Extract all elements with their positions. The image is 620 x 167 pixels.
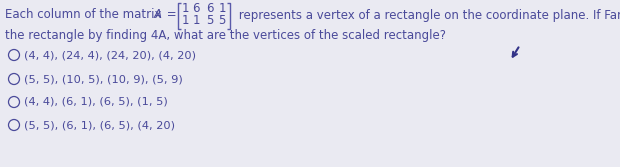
Text: 1: 1	[192, 15, 200, 28]
Text: (4, 4), (24, 4), (24, 20), (4, 20): (4, 4), (24, 4), (24, 20), (4, 20)	[25, 50, 197, 60]
Text: 6: 6	[192, 3, 200, 16]
Text: 5: 5	[218, 15, 226, 28]
Text: 1: 1	[181, 3, 188, 16]
Text: 6: 6	[206, 3, 214, 16]
Text: (4, 4), (6, 1), (6, 5), (1, 5): (4, 4), (6, 1), (6, 5), (1, 5)	[25, 97, 168, 107]
Text: (5, 5), (10, 5), (10, 9), (5, 9): (5, 5), (10, 5), (10, 9), (5, 9)	[25, 74, 184, 84]
Text: 5: 5	[206, 15, 214, 28]
Text: =: =	[163, 9, 177, 22]
Text: (5, 5), (6, 1), (6, 5), (4, 20): (5, 5), (6, 1), (6, 5), (4, 20)	[25, 120, 175, 130]
Text: 1: 1	[181, 15, 188, 28]
Text: 1: 1	[218, 3, 226, 16]
Text: represents a vertex of a rectangle on the coordinate plane. If Fan scales: represents a vertex of a rectangle on th…	[235, 9, 620, 22]
Text: Each column of the matrix: Each column of the matrix	[5, 9, 166, 22]
Text: the rectangle by finding 4A, what are the vertices of the scaled rectangle?: the rectangle by finding 4A, what are th…	[5, 29, 446, 42]
Text: A: A	[154, 9, 162, 22]
